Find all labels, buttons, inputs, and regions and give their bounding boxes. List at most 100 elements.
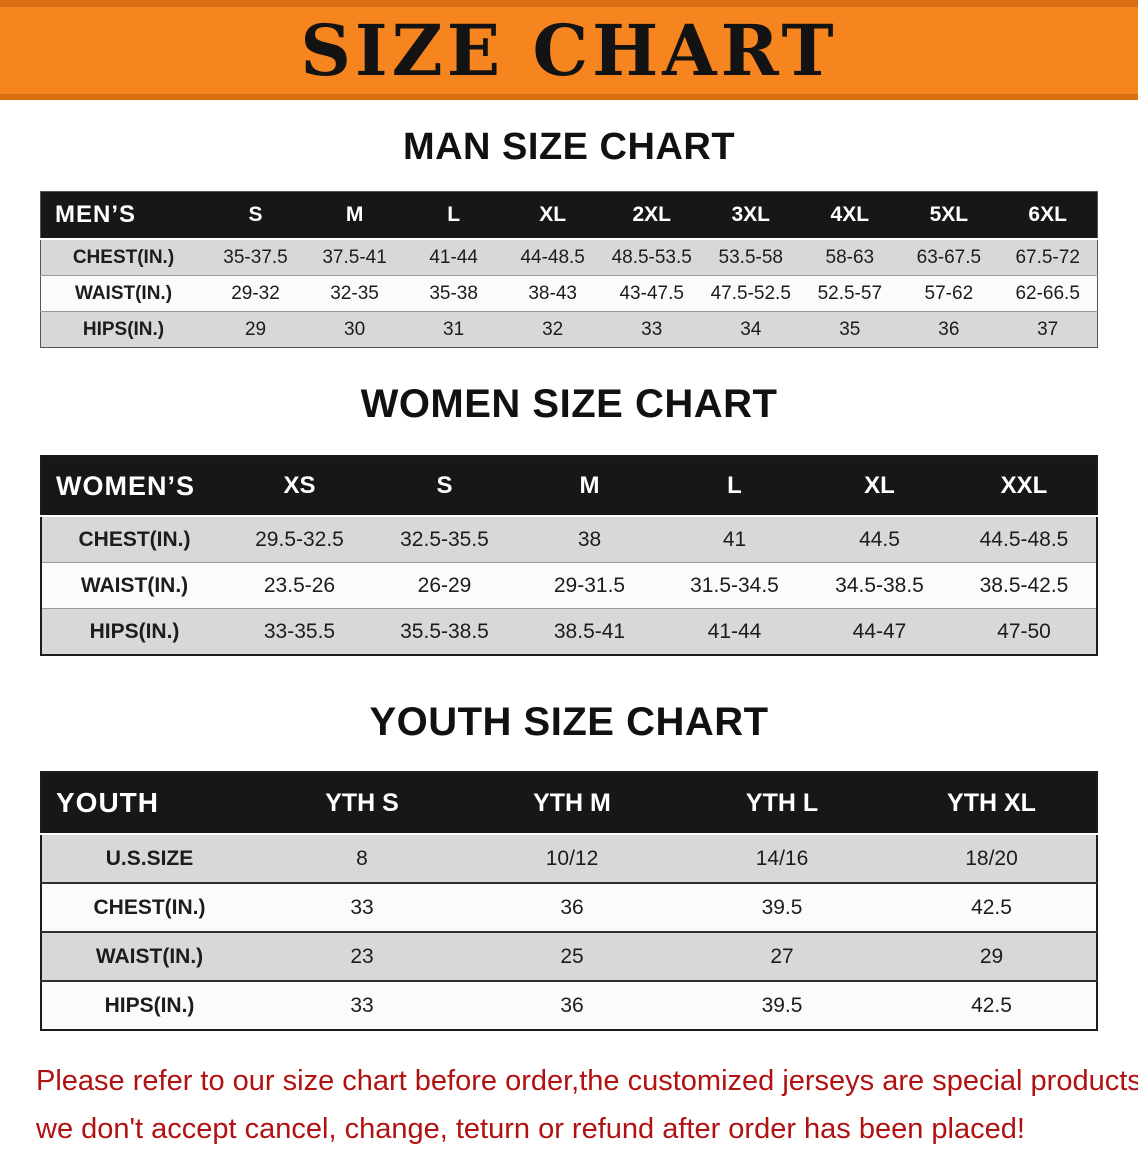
table-row: CHEST(IN.) 35-37.5 37.5-41 41-44 44-48.5 48.5… [40,238,1098,276]
size-value-cell: 33-35.5 [227,608,372,655]
size-value-cell: 32.5-35.5 [372,515,517,563]
size-value-cell: 58-63 [800,238,900,276]
women-section: WOMEN SIZE CHART WOMEN’S XS S M L XL XXL CHEST(… [0,382,1138,656]
size-value-cell: 29.5-32.5 [227,515,372,563]
size-column-header: 2XL [602,191,702,240]
table-row: CHEST(IN.) 33 36 39.5 42.5 [41,882,1097,932]
women-section-heading: WOMEN SIZE CHART [360,382,778,426]
size-value-cell: 38.5-41 [517,608,662,655]
size-value-cell: 29-31.5 [517,562,662,609]
size-value-cell: 39.5 [677,882,887,932]
size-value-cell: 30 [305,311,405,348]
table-title-cell: YOUTH [41,772,257,835]
size-value-cell: 44.5-48.5 [952,515,1097,563]
size-value-cell: 33 [602,311,702,348]
size-column-header: L [404,191,504,240]
size-column-header: YTH XL [887,772,1097,835]
measurement-label: CHEST(IN.) [40,238,206,276]
size-value-cell: 67.5-72 [998,238,1098,276]
table-row: WAIST(IN.) 29-32 32-35 35-38 38-43 43-47.5 47.… [40,275,1098,312]
youth-section-heading: YOUTH SIZE CHART [369,700,769,744]
size-value-cell: 62-66.5 [998,275,1098,312]
size-value-cell: 29 [206,311,306,348]
size-value-cell: 32-35 [305,275,405,312]
measurement-label: WAIST(IN.) [41,562,227,609]
size-value-cell: 35-37.5 [206,238,306,276]
size-column-header: 3XL [701,191,801,240]
size-value-cell: 10/12 [467,833,677,883]
size-value-cell: 39.5 [677,980,887,1030]
size-column-header: M [305,191,405,240]
table-title-cell: WOMEN’S [41,456,227,517]
size-value-cell: 23.5-26 [227,562,372,609]
measurement-label: HIPS(IN.) [41,608,227,655]
measurement-label: HIPS(IN.) [40,311,206,348]
table-row: HIPS(IN.) 29 30 31 32 33 34 35 36 37 [40,311,1098,348]
size-column-header: S [206,191,306,240]
size-value-cell: 42.5 [887,882,1097,932]
size-value-cell: 35-38 [404,275,504,312]
size-value-cell: 41-44 [404,238,504,276]
size-column-header: XL [807,456,952,517]
size-column-header: YTH M [467,772,677,835]
size-value-cell: 36 [899,311,999,348]
size-value-cell: 35 [800,311,900,348]
table-row: HIPS(IN.) 33 36 39.5 42.5 [41,980,1097,1030]
size-value-cell: 48.5-53.5 [602,238,702,276]
disclaimer: Please refer to our size chart before or… [0,1057,1138,1153]
size-value-cell: 47.5-52.5 [701,275,801,312]
size-value-cell: 8 [257,833,467,883]
table-row: WAIST(IN.) 23 25 27 29 [41,931,1097,981]
size-column-header: S [372,456,517,517]
measurement-label: WAIST(IN.) [41,931,257,981]
youth-size-table: YOUTH YTH S YTH M YTH L YTH XL U.S.SIZE 8 10/12… [40,771,1098,1031]
size-value-cell: 23 [257,931,467,981]
size-value-cell: 14/16 [677,833,887,883]
size-column-header: M [517,456,662,517]
size-column-header: XXL [952,456,1097,517]
table-row: WAIST(IN.) 23.5-26 26-29 29-31.5 31.5-34.5 34… [41,562,1097,609]
size-column-header: XS [227,456,372,517]
men-section: MAN SIZE CHART MEN’S S M L XL 2XL 3XL 4XL 5XL 6XL… [0,126,1138,348]
size-value-cell: 37 [998,311,1098,348]
size-value-cell: 41-44 [662,608,807,655]
women-size-table: WOMEN’S XS S M L XL XXL CHEST(IN.) 29.5-32.5 32.5… [40,455,1098,656]
size-value-cell: 38-43 [503,275,603,312]
size-value-cell: 44.5 [807,515,952,563]
size-value-cell: 27 [677,931,887,981]
size-value-cell: 34 [701,311,801,348]
measurement-label: WAIST(IN.) [40,275,206,312]
table-row: CHEST(IN.) 29.5-32.5 32.5-35.5 38 41 44.5 44.5… [41,515,1097,563]
size-value-cell: 35.5-38.5 [372,608,517,655]
size-value-cell: 34.5-38.5 [807,562,952,609]
size-value-cell: 38 [517,515,662,563]
size-value-cell: 47-50 [952,608,1097,655]
size-value-cell: 44-47 [807,608,952,655]
size-value-cell: 41 [662,515,807,563]
men-section-heading: MAN SIZE CHART [402,126,736,168]
size-column-header: YTH S [257,772,467,835]
table-header-row: YOUTH YTH S YTH M YTH L YTH XL [41,772,1097,835]
size-value-cell: 38.5-42.5 [952,562,1097,609]
size-value-cell: 31.5-34.5 [662,562,807,609]
table-row: U.S.SIZE 8 10/12 14/16 18/20 [41,833,1097,883]
size-column-header: 6XL [998,191,1098,240]
size-value-cell: 18/20 [887,833,1097,883]
measurement-label: HIPS(IN.) [41,980,257,1030]
men-size-table: MEN’S S M L XL 2XL 3XL 4XL 5XL 6XL CHEST(IN.) 35-37… [40,191,1098,348]
size-value-cell: 26-29 [372,562,517,609]
table-header-row: MEN’S S M L XL 2XL 3XL 4XL 5XL 6XL [40,191,1098,240]
measurement-label: CHEST(IN.) [41,515,227,563]
disclaimer-line-2: we don't accept cancel, change, teturn o… [36,1113,1025,1145]
page-title: SIZE CHART [300,8,838,92]
size-value-cell: 44-48.5 [503,238,603,276]
size-value-cell: 57-62 [899,275,999,312]
size-value-cell: 32 [503,311,603,348]
banner: SIZE CHART [0,0,1138,100]
measurement-label: CHEST(IN.) [41,882,257,932]
size-value-cell: 42.5 [887,980,1097,1030]
size-value-cell: 33 [257,980,467,1030]
size-value-cell: 53.5-58 [701,238,801,276]
size-value-cell: 31 [404,311,504,348]
size-value-cell: 52.5-57 [800,275,900,312]
